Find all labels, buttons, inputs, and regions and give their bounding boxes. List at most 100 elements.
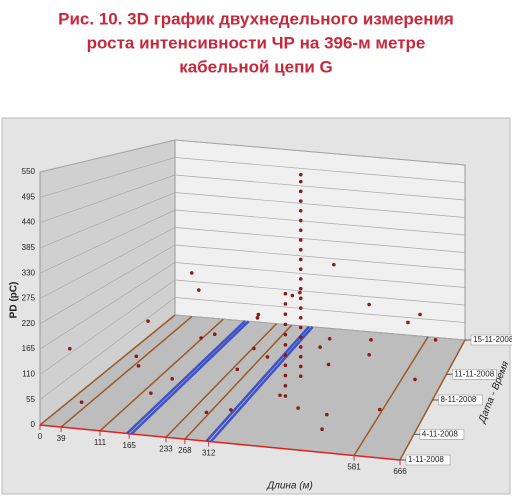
point — [283, 383, 288, 388]
grid-line — [39, 139, 466, 173]
grid-line — [39, 262, 466, 350]
grid-line — [39, 244, 466, 325]
y-axis-label: PD (pC) — [9, 282, 20, 319]
point — [79, 400, 84, 405]
point — [367, 302, 371, 307]
point — [332, 262, 336, 267]
z-tick-label: 4-11-2008 — [422, 429, 458, 438]
point — [298, 199, 303, 203]
z-tick-box — [470, 334, 512, 346]
y-tick-label: 0 — [31, 420, 36, 429]
y-tick-label: 440 — [22, 218, 36, 227]
grid-line — [39, 192, 466, 249]
x-grid-line — [184, 324, 293, 440]
grid-line — [39, 209, 466, 274]
point — [212, 332, 217, 337]
z-tick-label: 15-11-2008 — [473, 335, 512, 344]
grid-line — [39, 297, 466, 400]
point — [204, 410, 209, 415]
chart-title: Рис. 10. 3D график двухнедельного измере… — [58, 9, 454, 28]
point — [149, 391, 153, 395]
point — [433, 338, 438, 342]
highlight-line — [205, 325, 311, 443]
y-tick-label: 110 — [22, 370, 35, 379]
point — [256, 312, 261, 317]
point — [283, 373, 288, 378]
y-tick-label: 220 — [22, 319, 36, 328]
grid-line — [39, 174, 466, 223]
y-tick-label: 550 — [22, 167, 36, 176]
z-tick-label: 8-11-2008 — [441, 395, 477, 404]
chart-title: кабельной цепи G — [179, 57, 333, 76]
grid-line — [39, 227, 466, 299]
grid-line — [39, 279, 466, 375]
point — [298, 374, 303, 378]
point — [283, 302, 288, 306]
x-grid-line — [165, 323, 277, 438]
point — [296, 406, 300, 410]
point — [418, 312, 422, 317]
point — [298, 172, 303, 177]
point — [298, 296, 303, 301]
highlight-line — [130, 320, 250, 435]
x-tick-label: 581 — [347, 463, 361, 472]
y-tick-label: 55 — [26, 395, 35, 404]
x-tick-label: 312 — [202, 449, 216, 458]
point — [298, 267, 303, 271]
point — [326, 362, 331, 367]
point — [136, 364, 141, 368]
point — [298, 306, 303, 310]
point — [170, 376, 174, 381]
grid-line — [39, 157, 466, 198]
x-tick-label: 233 — [159, 444, 173, 453]
point — [406, 320, 410, 325]
highlight-line — [126, 320, 246, 435]
point — [298, 189, 303, 194]
point — [367, 352, 371, 357]
point — [298, 209, 303, 213]
point — [265, 355, 270, 359]
point — [298, 286, 303, 291]
chart-title: роста интенсивности ЧР на 396-м метре — [87, 33, 426, 52]
point — [298, 238, 303, 242]
point — [283, 353, 288, 357]
point — [146, 319, 150, 323]
point — [255, 316, 260, 320]
y-tick-label: 275 — [22, 294, 36, 303]
point — [413, 377, 417, 382]
point — [283, 363, 288, 368]
z-tick-box — [452, 369, 497, 380]
x-tick-label: 111 — [94, 438, 107, 447]
point — [320, 427, 324, 432]
point — [197, 288, 201, 292]
point — [369, 338, 373, 342]
point — [283, 394, 288, 398]
point — [235, 367, 240, 372]
point — [229, 408, 233, 412]
x-tick-label: 666 — [393, 467, 407, 476]
point — [189, 271, 194, 275]
point — [298, 218, 303, 223]
point — [298, 179, 303, 184]
x-axis-label: Длина (м) — [266, 481, 313, 492]
point — [290, 293, 295, 298]
point — [298, 277, 303, 281]
x-tick-label: 165 — [123, 441, 137, 450]
point — [283, 343, 288, 347]
x-grid-line — [39, 314, 176, 426]
x-axis — [39, 424, 401, 461]
point — [199, 336, 203, 340]
z-tick-box — [405, 454, 451, 466]
point — [318, 345, 322, 349]
point — [134, 354, 139, 359]
point — [283, 332, 288, 337]
y-tick-label: 385 — [22, 243, 36, 252]
point — [67, 346, 72, 351]
point — [377, 407, 382, 412]
point — [298, 335, 303, 340]
point — [298, 228, 303, 233]
z-tick-box — [419, 429, 465, 440]
point — [298, 290, 302, 295]
point — [298, 364, 303, 369]
